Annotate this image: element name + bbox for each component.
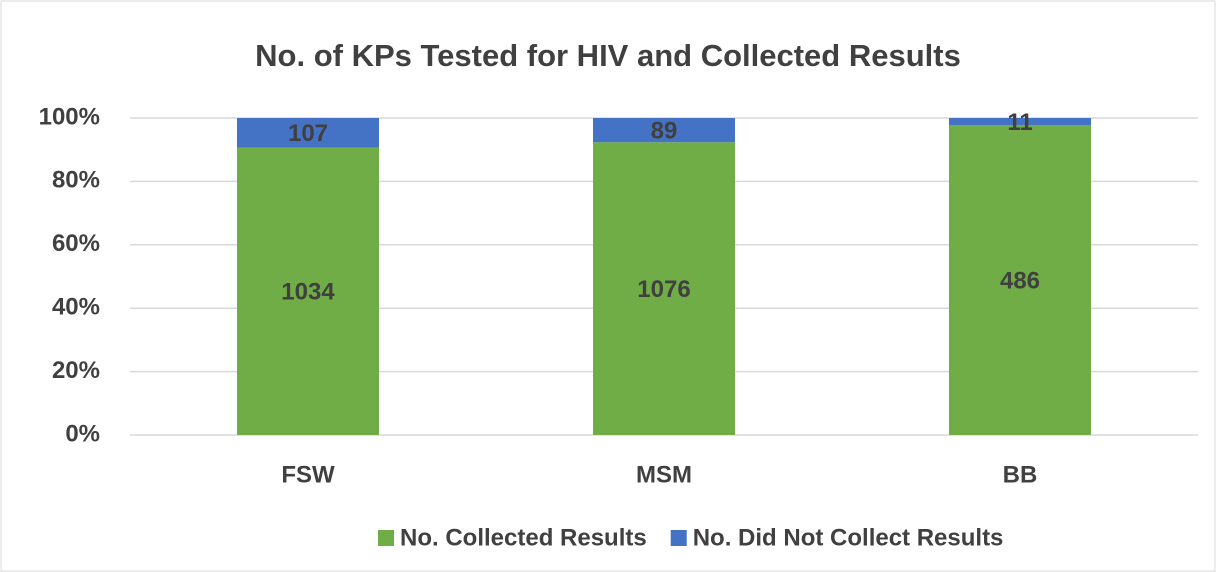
y-tick-label: 80% [52, 167, 100, 194]
data-label: 1076 [637, 276, 690, 303]
legend-swatch [378, 530, 394, 546]
data-label: 107 [288, 120, 328, 147]
data-label: 11 [1007, 109, 1032, 136]
data-label: 486 [1000, 267, 1040, 294]
bar-segment [949, 125, 1091, 435]
bar-segment [237, 118, 379, 148]
legend-swatch [670, 530, 687, 546]
y-tick-label: 40% [52, 294, 100, 321]
bar-segment [949, 118, 1091, 126]
y-tick-label: 20% [52, 357, 100, 384]
bar-segment [593, 118, 735, 143]
y-tick-label: 100% [39, 103, 100, 130]
bar-segment [593, 142, 735, 435]
legend-label: No. Did Not Collect Results [693, 524, 1004, 551]
legend-label: No. Collected Results [400, 524, 647, 551]
x-tick-label: BB [1003, 461, 1038, 488]
data-label: 89 [651, 117, 678, 144]
bar-segment [237, 147, 379, 436]
x-tick-label: FSW [281, 461, 335, 488]
y-tick-label: 0% [65, 420, 100, 447]
chart-title: No. of KPs Tested for HIV and Collected … [255, 38, 961, 73]
x-tick-label: MSM [636, 461, 692, 488]
y-tick-label: 60% [52, 230, 100, 257]
data-label: 1034 [281, 279, 335, 306]
